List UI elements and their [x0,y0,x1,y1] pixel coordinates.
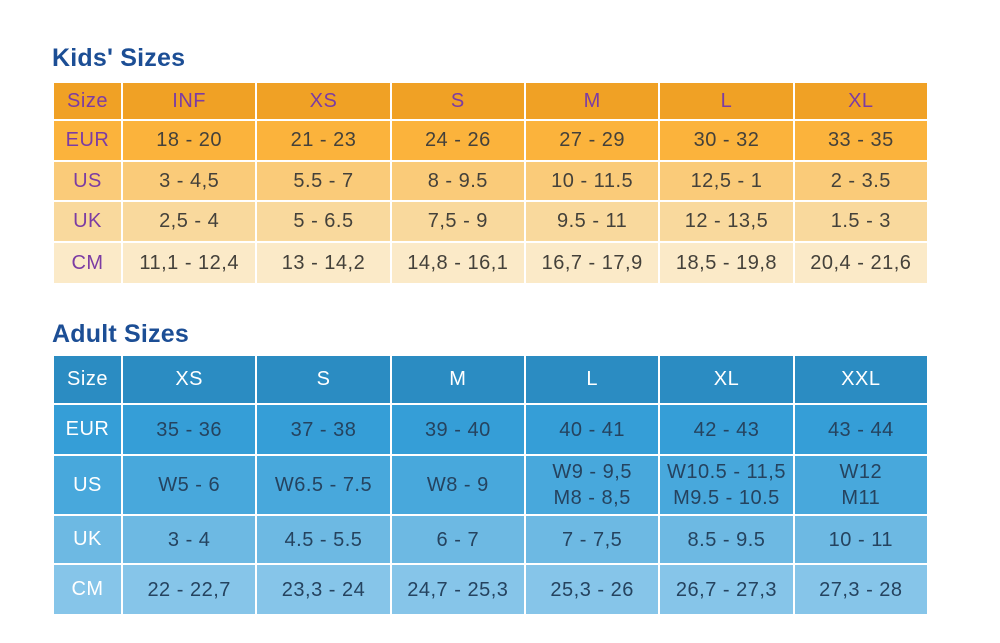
kids-cell-eur-l: 30 - 32 [658,119,795,162]
kids-header-xl: XL [792,81,930,121]
kids-cell-us-inf: 3 - 4,5 [120,160,258,202]
adult-cell-eur-xxl: 43 - 44 [792,403,930,456]
kids-row-uk: UK 2,5 - 4 5 - 6.5 7,5 - 9 9.5 - 11 12 -… [52,200,930,243]
adult-cell-uk-m: 6 - 7 [389,514,526,565]
kids-cell-eur-s: 24 - 26 [389,119,526,162]
kids-row-eur: EUR 18 - 20 21 - 23 24 - 26 27 - 29 30 -… [52,119,930,162]
kids-cell-uk-s: 7,5 - 9 [389,200,526,243]
kids-cell-eur-xs: 21 - 23 [255,119,392,162]
adult-cell-eur-l: 40 - 41 [523,403,661,456]
adult-cell-uk-s: 4.5 - 5.5 [255,514,392,565]
adult-row-label-us: US [52,454,123,516]
adult-row-us: US W5 - 6 W6.5 - 7.5 W8 - 9 W9 - 9,5 M8 … [52,454,930,516]
adult-header-xs: XS [120,354,258,405]
adult-cell-uk-xs: 3 - 4 [120,514,258,565]
adult-row-label-cm: CM [52,563,123,616]
kids-cell-us-xl: 2 - 3.5 [792,160,930,202]
adult-header-size: Size [52,354,123,405]
kids-cell-eur-m: 27 - 29 [523,119,661,162]
adult-sizes-title: Adult Sizes [52,320,189,348]
adult-cell-us-m: W8 - 9 [389,454,526,516]
kids-cell-cm-inf: 11,1 - 12,4 [120,241,258,285]
kids-row-label-us: US [52,160,123,202]
kids-header-row: Size INF XS S M L XL [52,81,930,121]
kids-cell-cm-xs: 13 - 14,2 [255,241,392,285]
kids-cell-uk-m: 9.5 - 11 [523,200,661,243]
kids-cell-uk-inf: 2,5 - 4 [120,200,258,243]
adult-cell-eur-xl: 42 - 43 [658,403,795,456]
adult-cell-cm-l: 25,3 - 26 [523,563,661,616]
kids-cell-uk-l: 12 - 13,5 [658,200,795,243]
adult-cell-us-xl: W10.5 - 11,5 M9.5 - 10.5 [658,454,795,516]
adult-cell-uk-l: 7 - 7,5 [523,514,661,565]
kids-cell-cm-xl: 20,4 - 21,6 [792,241,930,285]
adult-cell-us-s: W6.5 - 7.5 [255,454,392,516]
kids-header-xs: XS [255,81,392,121]
adult-cell-us-xxl: W12 M11 [792,454,930,516]
adult-cell-eur-s: 37 - 38 [255,403,392,456]
kids-cell-cm-m: 16,7 - 17,9 [523,241,661,285]
kids-cell-cm-s: 14,8 - 16,1 [389,241,526,285]
adult-cell-cm-s: 23,3 - 24 [255,563,392,616]
adult-cell-us-l: W9 - 9,5 M8 - 8,5 [523,454,661,516]
adult-cell-cm-xl: 26,7 - 27,3 [658,563,795,616]
kids-cell-us-m: 10 - 11.5 [523,160,661,202]
adult-header-xl: XL [658,354,795,405]
kids-header-size: Size [52,81,123,121]
adult-header-m: M [389,354,526,405]
adult-row-cm: CM 22 - 22,7 23,3 - 24 24,7 - 25,3 25,3 … [52,563,930,616]
adult-cell-us-xs: W5 - 6 [120,454,258,516]
adult-cell-uk-xl: 8.5 - 9.5 [658,514,795,565]
kids-row-us: US 3 - 4,5 5.5 - 7 8 - 9.5 10 - 11.5 12,… [52,160,930,202]
adult-cell-cm-xxl: 27,3 - 28 [792,563,930,616]
adult-cell-cm-m: 24,7 - 25,3 [389,563,526,616]
adult-cell-cm-xs: 22 - 22,7 [120,563,258,616]
adult-header-l: L [523,354,661,405]
kids-header-s: S [389,81,526,121]
adult-cell-eur-xs: 35 - 36 [120,403,258,456]
adult-row-label-eur: EUR [52,403,123,456]
adult-cell-eur-m: 39 - 40 [389,403,526,456]
adult-cell-uk-xxl: 10 - 11 [792,514,930,565]
adult-header-row: Size XS S M L XL XXL [52,354,930,405]
kids-cell-us-xs: 5.5 - 7 [255,160,392,202]
kids-row-label-cm: CM [52,241,123,285]
kids-cell-uk-xs: 5 - 6.5 [255,200,392,243]
adult-header-s: S [255,354,392,405]
kids-cell-uk-xl: 1.5 - 3 [792,200,930,243]
kids-cell-eur-xl: 33 - 35 [792,119,930,162]
kids-row-label-uk: UK [52,200,123,243]
kids-header-inf: INF [120,81,258,121]
adult-header-xxl: XXL [792,354,930,405]
kids-cell-us-l: 12,5 - 1 [658,160,795,202]
kids-header-m: M [523,81,661,121]
kids-header-l: L [658,81,795,121]
kids-cell-us-s: 8 - 9.5 [389,160,526,202]
kids-cell-eur-inf: 18 - 20 [120,119,258,162]
kids-cell-cm-l: 18,5 - 19,8 [658,241,795,285]
kids-row-label-eur: EUR [52,119,123,162]
kids-sizes-title: Kids' Sizes [52,44,186,72]
adult-row-eur: EUR 35 - 36 37 - 38 39 - 40 40 - 41 42 -… [52,403,930,456]
adult-sizes-table: Size XS S M L XL XXL EUR 35 - 36 37 - 38… [52,354,930,616]
adult-row-uk: UK 3 - 4 4.5 - 5.5 6 - 7 7 - 7,5 8.5 - 9… [52,514,930,565]
kids-sizes-table: Size INF XS S M L XL EUR 18 - 20 21 - 23… [52,81,930,285]
adult-row-label-uk: UK [52,514,123,565]
kids-row-cm: CM 11,1 - 12,4 13 - 14,2 14,8 - 16,1 16,… [52,241,930,285]
